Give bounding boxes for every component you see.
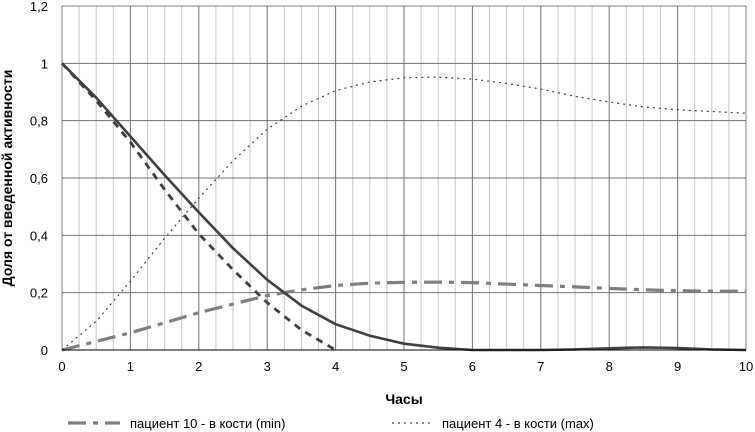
x-tick-label: 4 <box>332 359 339 374</box>
legend: пациент 10 - в кости (min) пациент 4 - в… <box>68 416 594 431</box>
x-tick-label: 7 <box>537 359 544 374</box>
x-tick-label: 2 <box>195 359 202 374</box>
x-tick-label: 6 <box>469 359 476 374</box>
x-tick-label: 5 <box>400 359 407 374</box>
y-tick-label: 0,6 <box>30 171 48 186</box>
x-tick-label: 8 <box>606 359 613 374</box>
legend-label-patient-10: пациент 10 - в кости (min) <box>130 416 285 431</box>
y-tick-label: 0 <box>41 343 48 358</box>
series-line-0 <box>61 280 746 352</box>
y-tick-label: 0,2 <box>30 286 48 301</box>
x-tick-label: 0 <box>58 359 65 374</box>
x-axis-title: Часы <box>385 391 422 407</box>
y-tick-label: 1,2 <box>30 0 48 14</box>
x-tick-labels: 0 1 2 3 4 5 6 7 8 9 10 <box>58 359 753 374</box>
x-tick-label: 1 <box>127 359 134 374</box>
series-layer <box>60 62 747 352</box>
x-tick-label: 3 <box>264 359 271 374</box>
legend-label-patient-4: пациент 4 - в кости (max) <box>442 416 594 431</box>
x-tick-label: 10 <box>739 359 753 374</box>
y-tick-labels: 0 0,2 0,4 0,6 0,8 1 1,2 <box>30 0 48 358</box>
y-tick-label: 1 <box>41 56 48 71</box>
y-axis-title: Доля от введенной активности <box>0 70 15 287</box>
x-tick-label: 9 <box>674 359 681 374</box>
series-line-1 <box>61 76 747 351</box>
y-tick-label: 0,8 <box>30 114 48 129</box>
series-line-2 <box>61 62 747 352</box>
y-tick-label: 0,4 <box>30 228 48 243</box>
series-line-3 <box>60 62 337 352</box>
